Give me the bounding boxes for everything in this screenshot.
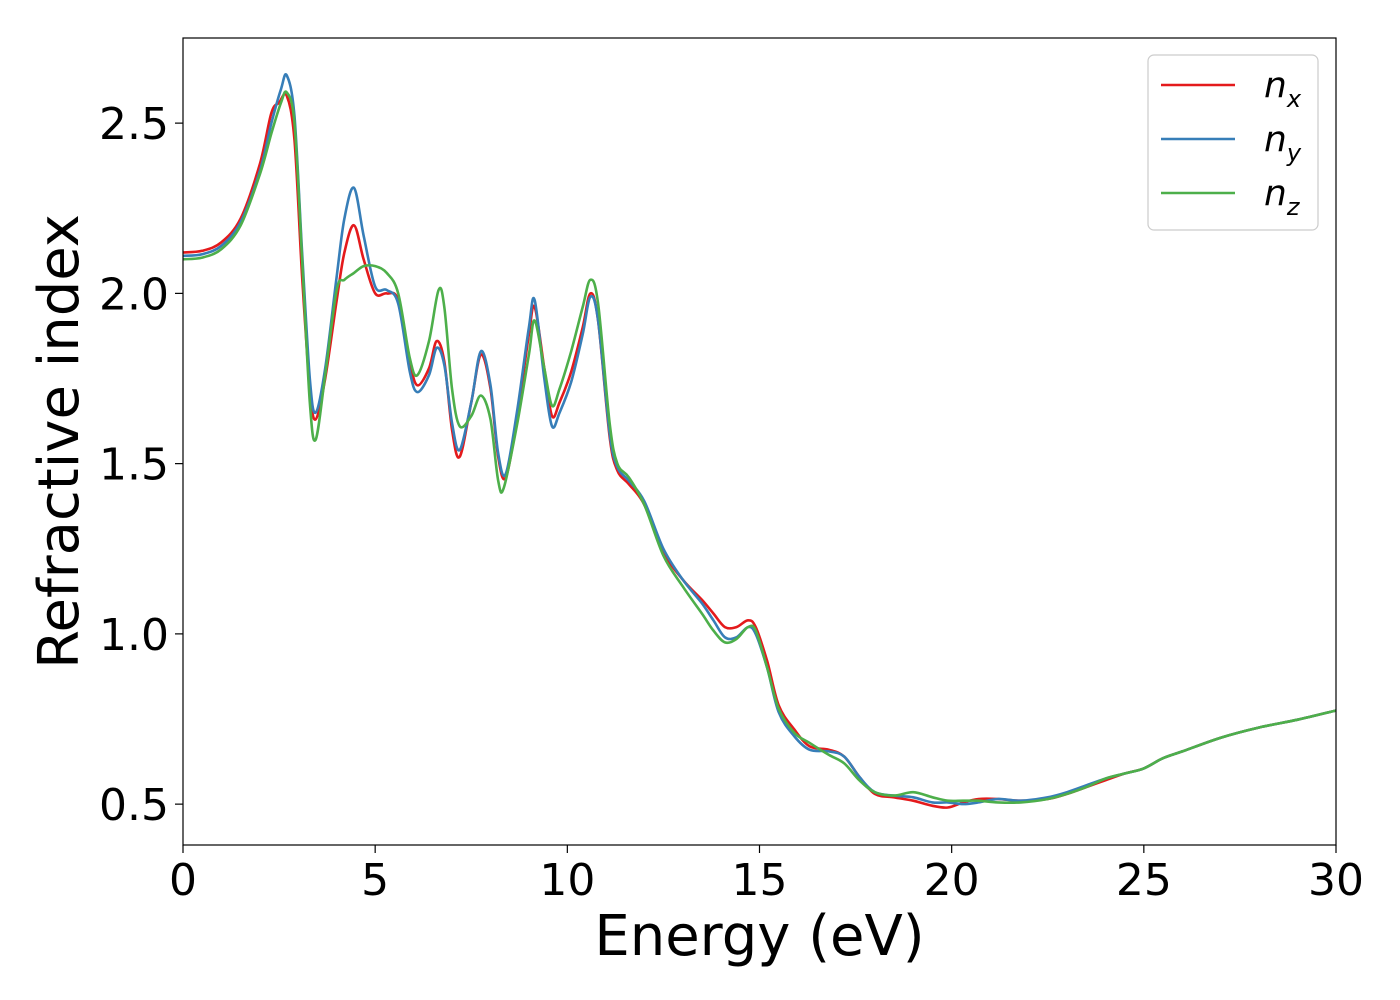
x-tick-label: 5 xyxy=(361,855,389,906)
legend-label-ny: ny xyxy=(1264,119,1302,167)
legend-label-base: n xyxy=(1264,65,1287,106)
x-tick-label: 30 xyxy=(1308,855,1364,906)
y-tick-label: 1.0 xyxy=(99,610,169,661)
legend-label-base: n xyxy=(1264,119,1287,160)
y-tick-label: 2.0 xyxy=(99,269,169,320)
x-axis-label: Energy (eV) xyxy=(594,904,924,969)
x-tick-label: 20 xyxy=(924,855,980,906)
legend-box xyxy=(1147,54,1319,231)
y-tick-label: 0.5 xyxy=(99,780,169,831)
legend-label-base: n xyxy=(1264,173,1287,214)
x-tick-label: 15 xyxy=(732,855,788,906)
y-axis-label: Refractive index xyxy=(27,214,92,669)
series-line-nz xyxy=(182,90,1337,805)
plot-lines xyxy=(182,73,1337,809)
x-tick-label: 0 xyxy=(169,855,197,906)
x-axis-ticks: 0 5 10 15 20 25 30 xyxy=(169,845,1364,906)
y-tick-label: 2.5 xyxy=(99,99,169,150)
legend-label-subscript: z xyxy=(1286,193,1301,221)
y-tick-label: 1.5 xyxy=(99,440,169,491)
x-tick-label: 10 xyxy=(539,855,595,906)
legend-label-nx: nx xyxy=(1264,65,1302,113)
series-line-nx xyxy=(182,92,1337,809)
legend-label-nz: nz xyxy=(1264,173,1301,221)
y-axis-ticks: 0.5 1.0 1.5 2.0 2.5 xyxy=(99,99,183,831)
x-tick-label: 25 xyxy=(1116,855,1172,906)
legend-label-subscript: x xyxy=(1286,85,1302,113)
legend-label-subscript: y xyxy=(1286,139,1302,167)
